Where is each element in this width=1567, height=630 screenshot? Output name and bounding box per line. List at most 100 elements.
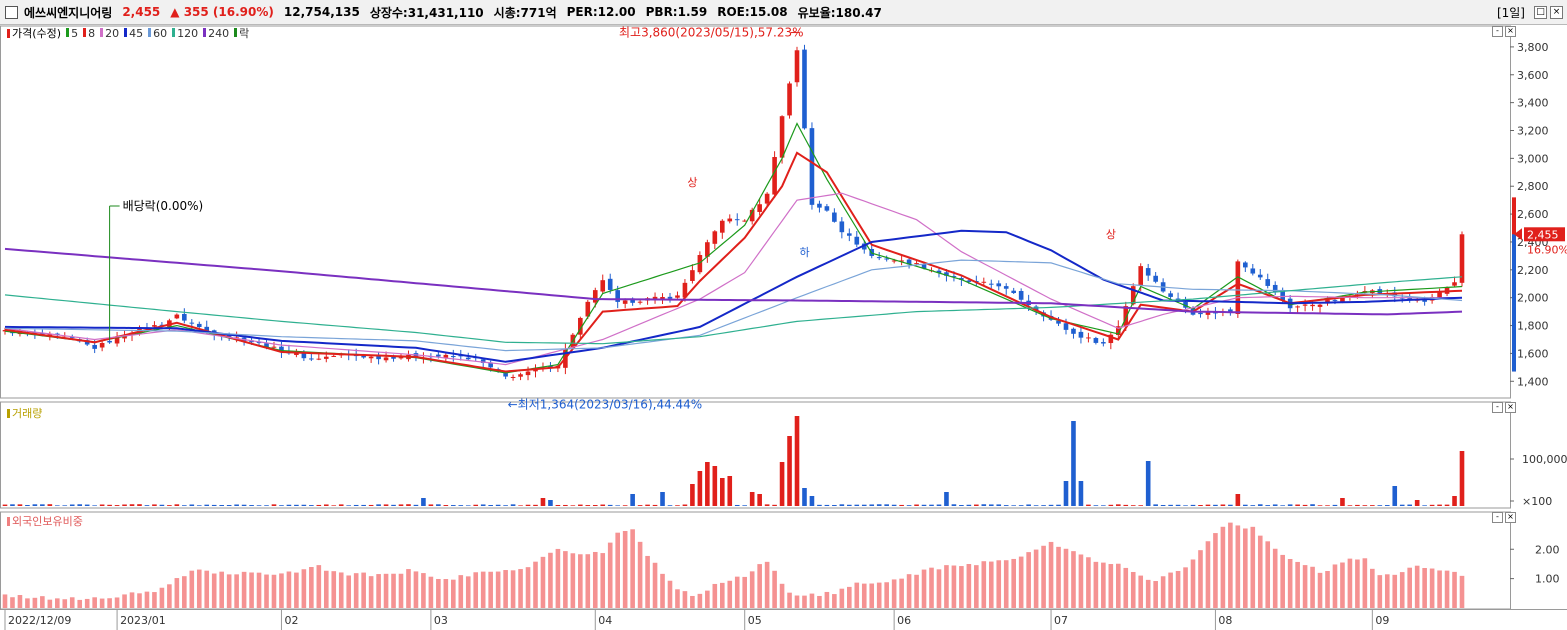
candle-body: [1198, 312, 1203, 315]
foreign-ratio-bar: [1086, 557, 1091, 608]
candle-body: [84, 340, 90, 345]
ma-label-45: 45: [129, 27, 144, 40]
close-icon[interactable]: ×: [1550, 6, 1563, 19]
maximize-icon[interactable]: □: [1534, 6, 1547, 19]
price-tick-label: 1,400: [1517, 375, 1549, 388]
foreign-ratio-bar: [809, 593, 815, 608]
foreign-ratio-bar: [480, 571, 486, 608]
candle-body: [906, 259, 912, 265]
volume-bar: [1295, 504, 1300, 506]
foreign-ratio-bar: [832, 594, 837, 608]
candle-body: [122, 335, 127, 339]
candle-body: [1018, 290, 1024, 300]
stock-chart: 3,8003,6003,4003,2003,0002,8002,6002,400…: [0, 25, 1567, 630]
volume-bar: [204, 504, 210, 506]
volume-bar: [1422, 505, 1427, 506]
candle-body: [1086, 337, 1091, 339]
foreign-ratio-bar: [428, 576, 434, 608]
volume-bar: [1362, 505, 1368, 506]
panel-close-icon[interactable]: ×: [1505, 402, 1516, 413]
low-annotation: ←최저1,364(2023/03/16),44.44%: [508, 397, 703, 411]
foreign-ratio-bar: [1317, 572, 1323, 608]
foreign-ratio-bar: [615, 532, 620, 608]
volume-bar: [772, 504, 777, 506]
volume-bar: [226, 505, 232, 506]
foreign-ratio-bar: [17, 595, 23, 608]
ma-label-5: 5: [71, 27, 79, 40]
volume-bar: [503, 505, 508, 506]
foreign-ratio-bar: [1033, 549, 1039, 608]
foreign-ratio-bar: [847, 586, 852, 608]
foreign-ratio-bar: [518, 569, 523, 608]
candle-body: [675, 295, 680, 298]
volume-bar: [839, 504, 845, 506]
candle-body: [465, 357, 471, 360]
volume-bar: [622, 505, 628, 506]
volume-bar: [279, 505, 284, 506]
candle-body: [196, 323, 202, 328]
candle-body: [1130, 286, 1136, 305]
period-selector[interactable]: [1일]: [1496, 6, 1525, 20]
candle-body: [742, 220, 748, 222]
volume-bar: [398, 504, 404, 506]
foreign-ratio-bar: [174, 578, 180, 608]
foreign-ratio-bar: [488, 571, 493, 608]
foreign-ratio-bar: [331, 571, 337, 608]
volume-bar: [817, 504, 822, 506]
foreign-ratio-bar: [1325, 571, 1330, 608]
ma-line-8: [4, 151, 1463, 373]
volume-bar: [630, 494, 635, 506]
market-cap: 시총:771억: [493, 5, 557, 20]
candle-body: [914, 263, 919, 265]
foreign-ratio-bar: [1437, 570, 1442, 608]
foreign-ratio-bar: [1101, 562, 1106, 608]
candle-body: [951, 276, 957, 278]
panel-close-icon[interactable]: ×: [1505, 512, 1516, 523]
volume-bar: [578, 504, 583, 506]
per-value: PER:12.00: [566, 5, 636, 19]
foreign-ratio-bar: [1190, 559, 1196, 608]
foreign-ratio-bar: [47, 599, 53, 608]
candle-body: [936, 270, 942, 274]
foreign-ratio-bar: [406, 569, 411, 608]
volume-bar: [1347, 505, 1353, 506]
candle-body: [69, 337, 75, 339]
panel-close-icon[interactable]: ×: [1505, 26, 1516, 37]
candle-body: [787, 83, 792, 116]
candle-body: [309, 358, 314, 360]
foreign-ratio-bar: [92, 597, 97, 608]
volume-bar: [451, 505, 456, 506]
volume-bar: [1437, 504, 1442, 506]
panel-minimize-icon[interactable]: -: [1492, 402, 1503, 413]
foreign-ratio-bar: [921, 569, 927, 608]
foreign-ratio-bar: [256, 572, 262, 608]
foreign-ratio-bar: [1399, 572, 1405, 608]
volume-bar: [996, 504, 1002, 506]
foreign-ratio-bar: [107, 598, 112, 608]
foreign-ratio-bar: [966, 564, 972, 608]
volume-bar: [1340, 498, 1345, 506]
volume-bar: [1093, 505, 1099, 506]
volume-bar: [167, 505, 172, 506]
select-checkbox[interactable]: [5, 5, 18, 19]
price-legend: 가격(수정) 5 8 20 45 60 120 240 락: [4, 25, 251, 41]
foreign-ratio-bar: [622, 531, 628, 608]
panel-minimize-icon[interactable]: -: [1492, 512, 1503, 523]
volume-bar: [1370, 505, 1375, 506]
foreign-ratio-bar: [99, 598, 105, 608]
foreign-ratio-bar: [1280, 554, 1285, 608]
foreign-ratio-bar: [592, 551, 598, 608]
candle-body: [1317, 304, 1323, 307]
listed-shares: 상장수:31,431,110: [369, 5, 484, 20]
volume-bar: [241, 504, 247, 506]
candle-body: [533, 370, 538, 372]
volume-bar: [705, 462, 710, 506]
volume-bar: [1145, 461, 1151, 506]
candle-body: [1243, 262, 1248, 268]
volume-bar: [682, 504, 688, 506]
panel-minimize-icon[interactable]: -: [1492, 26, 1503, 37]
candle-body: [480, 359, 486, 364]
volume-bar: [99, 504, 105, 506]
candle-body: [794, 50, 800, 83]
volume-bar: [353, 504, 359, 506]
